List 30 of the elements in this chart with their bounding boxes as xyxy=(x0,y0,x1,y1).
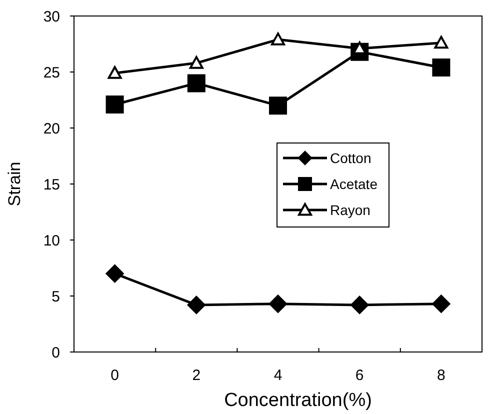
y-axis-title: Strain xyxy=(5,162,24,206)
point xyxy=(434,36,448,49)
point xyxy=(432,294,450,313)
y-tick-label: 20 xyxy=(43,120,60,138)
legend-label: Acetate xyxy=(330,176,378,192)
point xyxy=(106,264,124,283)
y-tick-label: 25 xyxy=(43,64,60,82)
point xyxy=(187,296,206,314)
point xyxy=(269,96,287,115)
point xyxy=(271,32,285,46)
point xyxy=(269,294,287,313)
x-tick-label: 6 xyxy=(355,367,364,384)
y-tick-label: 10 xyxy=(43,232,60,250)
x-tick-label: 4 xyxy=(274,367,282,384)
point xyxy=(350,296,369,314)
y-tick-label: 0 xyxy=(52,344,60,362)
x-axis-title: Concentration(%) xyxy=(224,390,372,411)
point xyxy=(432,58,450,77)
legend-label: Rayon xyxy=(330,202,370,218)
x-tick-label: 8 xyxy=(437,367,446,384)
x-tick-label: 0 xyxy=(110,367,119,384)
legend-label: Cotton xyxy=(330,150,372,166)
point xyxy=(187,74,206,92)
point xyxy=(108,66,122,79)
x-tick-label: 2 xyxy=(192,367,201,384)
y-tick-label: 30 xyxy=(43,8,60,26)
point xyxy=(106,95,124,114)
y-tick-label: 15 xyxy=(43,176,60,194)
y-tick-label: 5 xyxy=(52,288,60,306)
point xyxy=(189,56,204,69)
